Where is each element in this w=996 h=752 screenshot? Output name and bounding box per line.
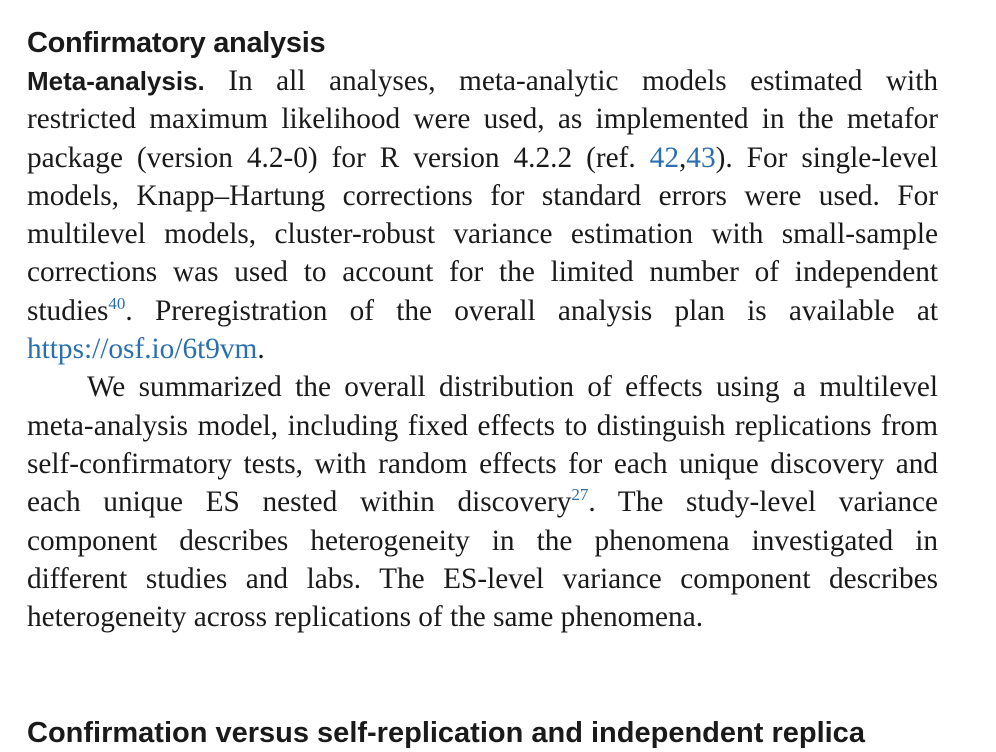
next-section-heading: Confirmation versus self-replication and… (27, 717, 865, 749)
run-in-heading: Meta-analysis. (27, 66, 205, 96)
reference-link-42[interactable]: 42 (649, 141, 679, 174)
reference-link-43[interactable]: 43 (686, 141, 716, 174)
paragraph-distribution-summary: We summarized the overall distribution o… (27, 368, 938, 636)
paragraph-meta-analysis: Meta-analysis. In all analyses, meta-ana… (27, 62, 938, 368)
citation-link-40[interactable]: 40 (108, 294, 126, 314)
paragraph-text: . (257, 333, 265, 366)
reference-separator: , (678, 141, 687, 174)
osf-preregistration-link[interactable]: https://osf.io/6t9vm (27, 333, 258, 366)
paragraph-text: . The study-level variance component des… (27, 486, 938, 634)
article-body: Confirmatory analysis Meta-analysis. In … (27, 24, 938, 749)
citation-link-27[interactable]: 27 (571, 485, 589, 505)
paragraph-text: We summarized the overall distribution o… (27, 371, 938, 519)
paragraph-text: In all analyses, meta-analytic models es… (27, 65, 938, 174)
paragraph-text: . Preregistration of the overall analysi… (125, 294, 938, 327)
paragraph-text: ). For single-level models, Knapp–Hartun… (27, 141, 938, 327)
section-heading: Confirmatory analysis (27, 27, 326, 59)
